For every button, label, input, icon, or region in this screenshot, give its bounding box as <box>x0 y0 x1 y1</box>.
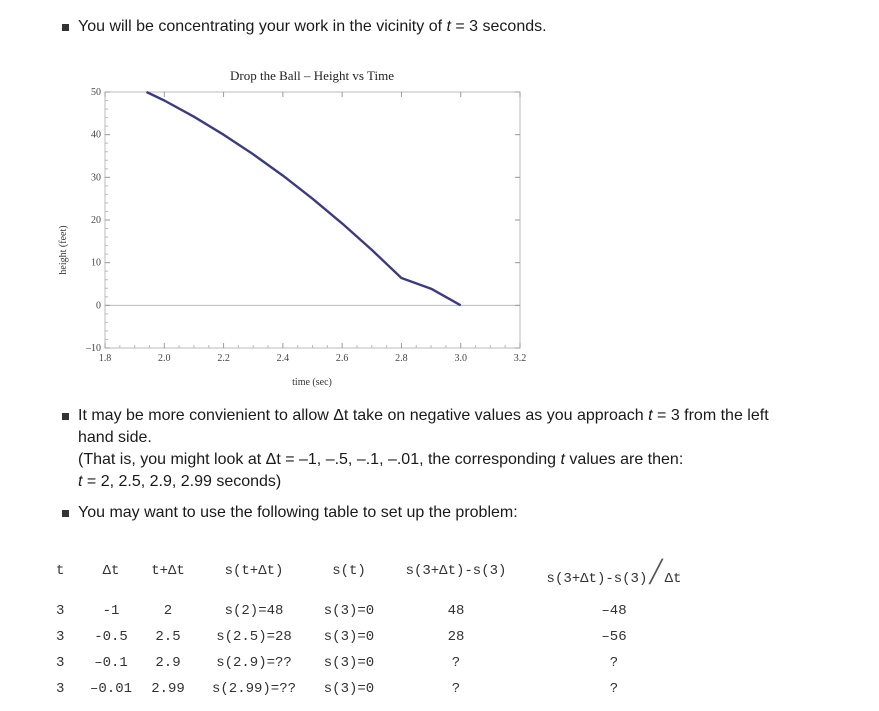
cell-s-t: s(3)=0 <box>323 629 375 645</box>
x-tick-label: 3.2 <box>514 353 527 364</box>
cell-difference: 48 <box>447 603 465 619</box>
header-difference: s(3+Δt)-s(3) <box>405 563 507 579</box>
chart-title: Drop the Ball – Height vs Time <box>230 68 394 83</box>
text-pre: You will be concentrating your work in t… <box>78 18 447 35</box>
x-tick-label: 3.0 <box>454 353 467 364</box>
x-axis-label: time (sec) <box>292 377 332 388</box>
cell-s-t-plus-delta: s(2.9)=?? <box>216 655 292 671</box>
plot-frame <box>104 91 521 349</box>
bullet-text: It may be more convienient to allow Δt t… <box>78 405 769 493</box>
cell-t: 3 <box>56 603 65 619</box>
cell-s-t-plus-delta: s(2)=48 <box>224 603 284 619</box>
var-t: t <box>78 473 83 490</box>
cell-delta-t: –0.1 <box>94 655 128 671</box>
header-t: t <box>56 563 65 579</box>
var-t: t <box>560 451 565 468</box>
y-tick-label: 20 <box>91 215 101 226</box>
bullet-square-icon <box>62 510 69 517</box>
cell-t: 3 <box>56 681 65 697</box>
cell-t-plus-delta: 2.9 <box>155 655 181 671</box>
y-tick-label: 0 <box>96 300 101 311</box>
x-tick-label: 2.2 <box>217 353 230 364</box>
var-t: t <box>446 18 451 35</box>
text-post: = 3 seconds. <box>450 18 547 35</box>
text: values are then: <box>564 451 684 468</box>
text: (That is, you might look at Δt = –1, –.5… <box>78 451 561 468</box>
quotient-numerator: s(3+Δt)-s(3) <box>546 571 648 587</box>
cell-t: 3 <box>56 629 65 645</box>
bullet-square-icon <box>62 24 69 31</box>
bullet-text: You may want to use the following table … <box>78 504 518 521</box>
x-tick-label: 2.6 <box>336 353 349 364</box>
cell-quotient: ? <box>609 681 619 697</box>
cell-quotient: –56 <box>601 629 627 645</box>
x-tick-label: 2.0 <box>158 353 171 364</box>
bullet-square-icon <box>62 413 69 420</box>
cell-t-plus-delta: 2 <box>163 603 173 619</box>
x-tick-label: 2.8 <box>395 353 408 364</box>
cell-delta-t: -0.5 <box>94 629 128 645</box>
text: = 3 from the left <box>652 407 769 424</box>
cell-s-t-plus-delta: s(2.5)=28 <box>216 629 292 645</box>
y-tick-label: 40 <box>91 130 101 141</box>
cell-t: 3 <box>56 655 65 671</box>
cell-s-t: s(3)=0 <box>323 681 375 697</box>
text: = 2, 2.5, 2.9, 2.99 seconds) <box>82 473 282 490</box>
header-s-t-plus-delta: s(t+Δt) <box>224 563 284 579</box>
y-tick-label: –10 <box>85 343 101 354</box>
var-t: t <box>648 407 653 424</box>
text: It may be more convienient to allow Δt t… <box>78 407 649 424</box>
cell-quotient: ? <box>609 655 619 671</box>
line-4: t = 2, 2.5, 2.9, 2.99 seconds) <box>78 471 769 493</box>
cell-difference: ? <box>451 681 461 697</box>
cell-delta-t: –0.01 <box>89 681 132 697</box>
line-1: It may be more convienient to allow Δt t… <box>78 405 769 427</box>
quotient-denominator: Δt <box>664 571 682 587</box>
line-2: hand side. <box>78 429 152 446</box>
y-axis-label: height (feet) <box>58 225 69 274</box>
division-slash-icon: ╱ <box>649 560 663 585</box>
cell-difference: ? <box>451 655 461 671</box>
line-3: (That is, you might look at Δt = –1, –.5… <box>78 449 769 471</box>
cell-quotient: –48 <box>601 603 627 619</box>
height-vs-time-chart: Drop the Ball – Height vs Time height (f… <box>58 68 527 388</box>
cell-s-t: s(3)=0 <box>323 655 375 671</box>
header-s-t: s(t) <box>332 563 366 579</box>
cell-t-plus-delta: 2.99 <box>151 681 185 697</box>
header-t-plus-delta: t+Δt <box>151 563 185 579</box>
header-delta-t: Δt <box>102 563 120 579</box>
cell-s-t: s(3)=0 <box>323 603 375 619</box>
y-tick-label: 30 <box>91 172 101 183</box>
x-tick-label: 1.8 <box>99 353 112 364</box>
cell-t-plus-delta: 2.5 <box>155 629 181 645</box>
bullet-text: You will be concentrating your work in t… <box>78 16 547 38</box>
cell-difference: 28 <box>447 629 465 645</box>
series-line <box>145 90 462 307</box>
cell-s-t-plus-delta: s(2.99)=?? <box>211 681 296 697</box>
cell-delta-t: -1 <box>102 603 120 619</box>
y-tick-label: 10 <box>91 258 101 269</box>
header-quotient: s(3+Δt)-s(3)╱ Δt <box>526 560 702 588</box>
x-tick-label: 2.4 <box>277 353 290 364</box>
y-tick-label: 50 <box>91 87 101 98</box>
